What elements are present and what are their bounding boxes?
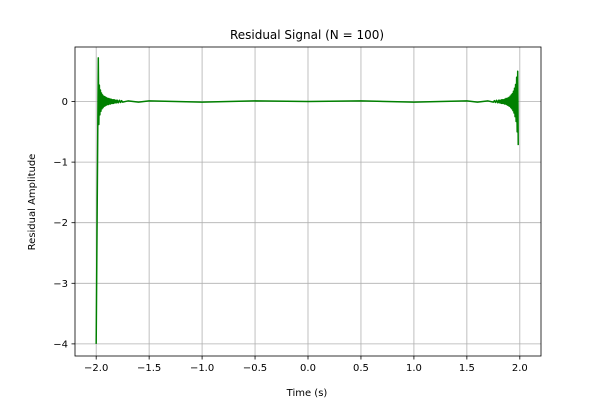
series-layer — [95, 57, 519, 344]
x-tick-label: −1.0 — [190, 363, 214, 374]
x-tick-label: 0.5 — [353, 363, 369, 374]
y-tick-label: −2 — [53, 218, 68, 229]
y-axis-label: Residual Amplitude — [27, 154, 38, 251]
x-tick-label: −1.5 — [137, 363, 161, 374]
y-tick-label: −4 — [53, 339, 68, 350]
x-tick-label: −2.0 — [84, 363, 108, 374]
x-tick-label: 0.0 — [300, 363, 316, 374]
x-tick-label: −0.5 — [243, 363, 267, 374]
x-axis-label: Time (s) — [286, 388, 328, 399]
y-tick-label: −1 — [53, 158, 68, 169]
chart-title: Residual Signal (N = 100) — [230, 28, 384, 42]
y-axis: 0 −1 −2 −3 −4 — [53, 97, 75, 350]
grid — [75, 47, 541, 356]
y-tick-label: −3 — [53, 279, 68, 290]
x-axis: −2.0 −1.5 −1.0 −0.5 0.0 0.5 1.0 1.5 2.0 — [84, 356, 528, 374]
x-tick-label: 1.0 — [406, 363, 422, 374]
y-tick-label: 0 — [62, 97, 68, 108]
residual-series-line — [95, 57, 519, 344]
x-tick-label: 2.0 — [512, 363, 528, 374]
x-tick-label: 1.5 — [459, 363, 475, 374]
